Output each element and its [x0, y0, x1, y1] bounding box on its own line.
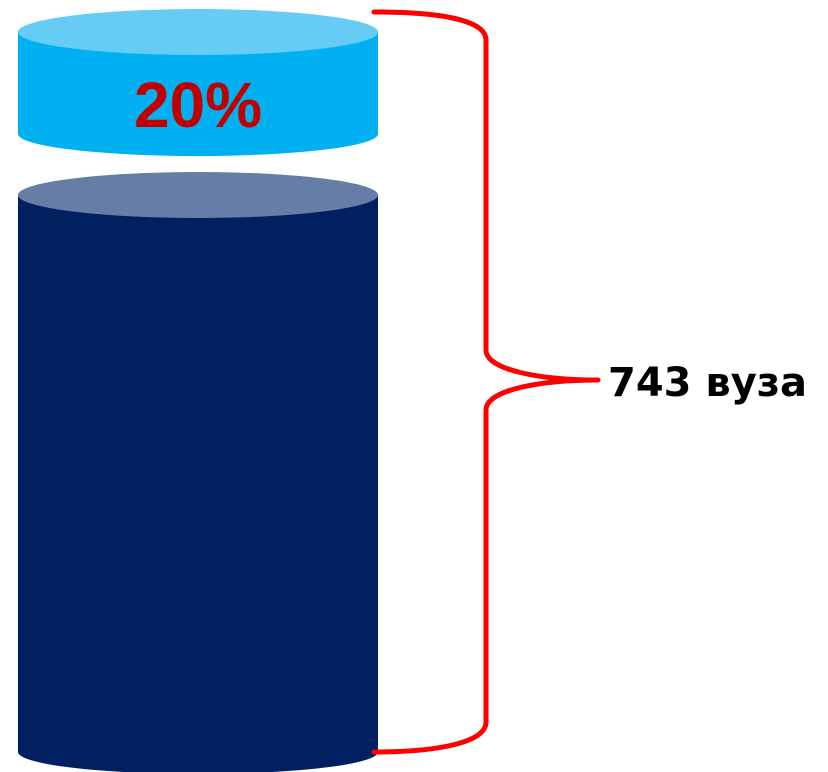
top-cylinder-body — [18, 32, 378, 156]
bottom-cylinder-cap — [18, 172, 378, 218]
bottom-cylinder — [18, 172, 378, 772]
top-cylinder-cap — [18, 9, 378, 55]
percent-label: 20% — [134, 69, 262, 141]
top-cylinder: 20% — [18, 9, 378, 156]
total-label: 743 вуза — [608, 360, 807, 406]
right-brace — [371, 9, 601, 755]
bottom-cylinder-body — [18, 195, 378, 772]
